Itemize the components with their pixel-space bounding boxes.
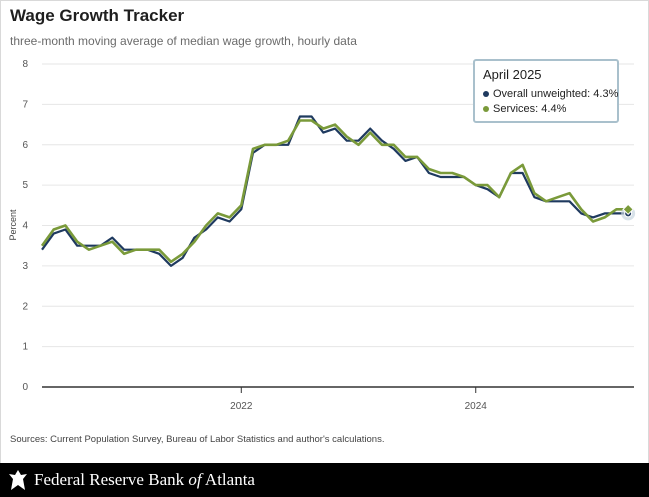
y-tick-label: 5 (22, 180, 28, 191)
tooltip-title: April 2025 (483, 67, 542, 82)
bank-name-main: Federal Reserve Bank (34, 470, 189, 489)
bank-name: Federal Reserve Bank of Atlanta (34, 470, 255, 490)
bank-name-city: Atlanta (201, 470, 255, 489)
services-legend-dot (483, 106, 489, 113)
y-tick-label: 0 (22, 382, 28, 393)
gridlines (42, 63, 634, 348)
footer-bar: Federal Reserve Bank of Atlanta (0, 463, 649, 497)
chart-title: Wage Growth Tracker (10, 6, 185, 25)
services-hover-point (622, 203, 634, 216)
tooltip-row-services: Services: 4.4% (483, 102, 609, 117)
chart-subtitle: three-month moving average of median wag… (10, 34, 357, 48)
tooltip-overall-text: Overall unweighted: 4.3% (493, 88, 619, 100)
y-tick-label: 6 (22, 140, 28, 151)
hover-markers (621, 203, 636, 221)
tooltip-row-overall: Overall unweighted: 4.3% (483, 87, 618, 102)
y-tick-label: 7 (22, 99, 28, 110)
y-axis-title: Percent (8, 209, 18, 241)
overall-legend-dot (483, 91, 489, 98)
series-lines[interactable] (40, 115, 629, 267)
hover-tooltip: April 2025 Overall unweighted: 4.3% Serv… (473, 59, 619, 123)
y-tick-label: 2 (22, 301, 28, 312)
tooltip-services-text: Services: 4.4% (493, 103, 567, 115)
eagle-logo-icon (9, 470, 27, 490)
y-tick-label: 1 (22, 342, 28, 353)
y-tick-label: 8 (22, 59, 28, 70)
source-note: Sources: Current Population Survey, Bure… (10, 434, 385, 445)
y-tick-label: 3 (22, 261, 28, 272)
overall-unweighted-line[interactable] (41, 115, 629, 267)
axes: 0 1 2 3 4 5 6 7 8 2022 2024 (22, 59, 634, 412)
bank-name-of: of (188, 470, 202, 489)
y-tick-label: 4 (22, 221, 28, 232)
x-tick-label: 2024 (465, 401, 488, 412)
line-chart[interactable]: 0 1 2 3 4 5 6 7 8 2022 2024 Percent (0, 0, 649, 430)
services-line[interactable] (40, 119, 629, 264)
x-tick-label: 2022 (230, 401, 253, 412)
